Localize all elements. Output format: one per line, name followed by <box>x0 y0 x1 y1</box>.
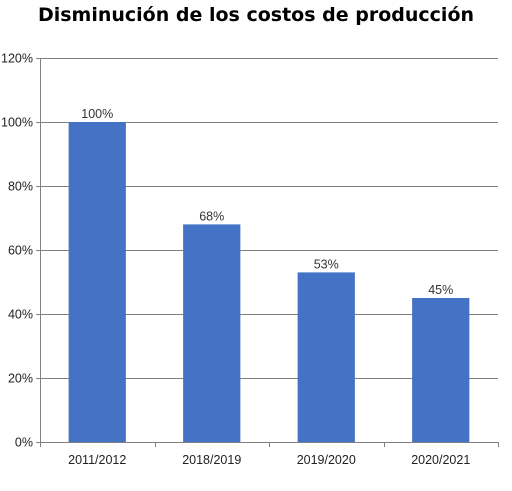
y-tick-labels: 0% 20% 40% 60% 80% 100% 120% <box>1 52 33 450</box>
x-tick-label: 2020/2021 <box>411 453 470 467</box>
bar-2019-2020 <box>297 272 355 442</box>
bar-2020-2021 <box>412 298 470 442</box>
bars <box>68 122 470 442</box>
bar-2018-2019 <box>183 224 241 442</box>
data-label: 53% <box>314 257 339 271</box>
data-label: 100% <box>81 107 113 121</box>
y-tick-label: 0% <box>15 436 33 450</box>
data-label: 45% <box>428 283 453 297</box>
chart-title: Disminución de los costos de producción <box>37 4 475 26</box>
y-tick-label: 80% <box>8 180 33 194</box>
y-tick-label: 20% <box>8 372 33 386</box>
bar-2011-2012 <box>68 122 126 442</box>
axes <box>36 58 499 447</box>
y-tick-label: 100% <box>1 116 33 130</box>
y-tick-label: 60% <box>8 244 33 258</box>
x-tick-label: 2019/2020 <box>297 453 356 467</box>
x-tick-label: 2018/2019 <box>182 453 241 467</box>
y-tick-label: 120% <box>1 52 33 66</box>
data-labels: 100% 68% 53% 45% <box>81 107 453 297</box>
data-label: 68% <box>199 209 224 223</box>
x-tick-labels: 2011/2012 2018/2019 2019/2020 2020/2021 <box>68 453 470 467</box>
y-tick-label: 40% <box>8 308 33 322</box>
x-tick-label: 2011/2012 <box>68 453 126 467</box>
